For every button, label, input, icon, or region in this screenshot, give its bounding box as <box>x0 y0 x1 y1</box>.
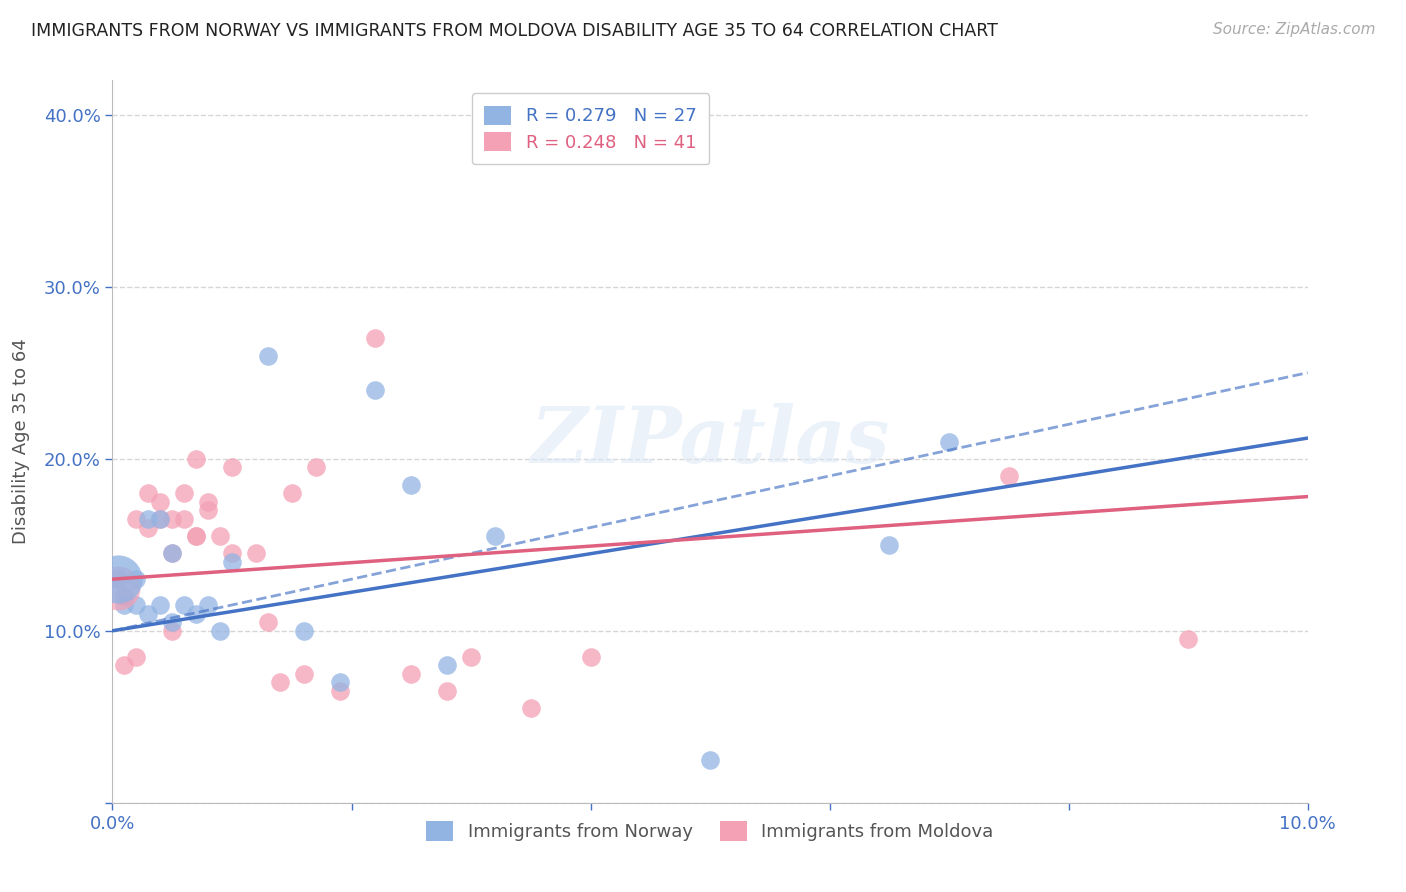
Point <box>281 486 304 500</box>
Point <box>292 624 315 638</box>
Point <box>186 529 208 543</box>
Point <box>245 546 267 560</box>
Point <box>209 624 232 638</box>
Point <box>186 451 208 466</box>
Point <box>125 512 148 526</box>
Point <box>125 598 148 612</box>
Point <box>162 512 183 526</box>
Point <box>114 598 135 612</box>
Point <box>436 658 458 673</box>
Point <box>1177 632 1199 647</box>
Point <box>257 349 280 363</box>
Point <box>364 383 387 397</box>
Point <box>107 572 129 586</box>
Point <box>162 546 183 560</box>
Point <box>879 538 901 552</box>
Point <box>579 649 602 664</box>
Point <box>401 666 423 681</box>
Point <box>305 460 328 475</box>
Point <box>186 529 208 543</box>
Point <box>329 675 352 690</box>
Point <box>162 615 183 630</box>
Point <box>138 520 160 534</box>
Point <box>114 658 135 673</box>
Point <box>329 684 352 698</box>
Point <box>149 512 172 526</box>
Point <box>125 649 148 664</box>
Point <box>149 494 172 508</box>
Point <box>221 460 243 475</box>
Point <box>197 503 219 517</box>
Point <box>484 529 506 543</box>
Point <box>149 598 172 612</box>
Point <box>938 434 960 449</box>
Point <box>436 684 458 698</box>
Point <box>114 590 135 604</box>
Text: Source: ZipAtlas.com: Source: ZipAtlas.com <box>1212 22 1375 37</box>
Point <box>221 546 243 560</box>
Point <box>209 529 232 543</box>
Point <box>138 607 160 621</box>
Point <box>292 666 315 681</box>
Point <box>173 598 195 612</box>
Point <box>186 607 208 621</box>
Point <box>173 512 195 526</box>
Point <box>138 512 160 526</box>
Point <box>114 590 135 604</box>
Legend: Immigrants from Norway, Immigrants from Moldova: Immigrants from Norway, Immigrants from … <box>419 814 1001 848</box>
Point <box>257 615 280 630</box>
Point <box>173 486 195 500</box>
Point <box>162 546 183 560</box>
Point <box>460 649 482 664</box>
Point <box>699 753 721 767</box>
Text: ZIPatlas: ZIPatlas <box>530 403 890 480</box>
Text: IMMIGRANTS FROM NORWAY VS IMMIGRANTS FROM MOLDOVA DISABILITY AGE 35 TO 64 CORREL: IMMIGRANTS FROM NORWAY VS IMMIGRANTS FRO… <box>31 22 998 40</box>
Point <box>269 675 291 690</box>
Point <box>197 598 219 612</box>
Point <box>197 494 219 508</box>
Point <box>107 572 129 586</box>
Point <box>125 572 148 586</box>
Y-axis label: Disability Age 35 to 64: Disability Age 35 to 64 <box>11 339 30 544</box>
Point <box>149 512 172 526</box>
Point <box>364 331 387 345</box>
Point <box>221 555 243 569</box>
Point <box>162 624 183 638</box>
Point <box>401 477 423 491</box>
Point <box>107 572 129 586</box>
Point <box>107 581 129 595</box>
Point <box>138 486 160 500</box>
Point <box>998 469 1021 483</box>
Point <box>520 701 543 715</box>
